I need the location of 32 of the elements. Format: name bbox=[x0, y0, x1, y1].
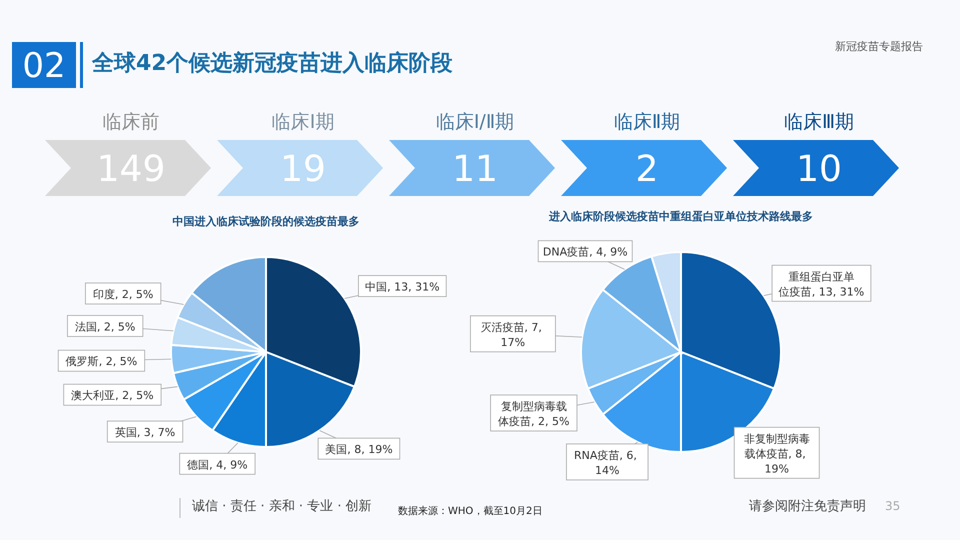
slice-label: 俄罗斯, 2, 5% bbox=[66, 355, 138, 368]
text: 请参阅附注免责声明 bbox=[749, 499, 866, 514]
chart-title: 中国进入临床试验阶段的候选疫苗最多 bbox=[172, 215, 360, 228]
slice-label: 重组蛋白亚单位疫苗, 13, 31% bbox=[778, 270, 864, 298]
text: 诚信 · 责任 · 亲和 · 专业 · 创新 bbox=[192, 499, 372, 514]
slice-label: 英国, 3, 7% bbox=[114, 426, 176, 440]
data-label: 19 bbox=[280, 149, 326, 190]
data-label: 2 bbox=[636, 149, 658, 190]
slice-label: DNA疫苗, 4, 9% bbox=[542, 246, 628, 259]
category-label: 临床Ⅰ/Ⅱ期 bbox=[436, 111, 514, 133]
slice-label: 美国, 8, 19% bbox=[325, 443, 393, 456]
slice-label: 复制型病毒载体疫苗, 2, 5% bbox=[498, 400, 570, 428]
category-label: 临床Ⅱ期 bbox=[614, 111, 680, 133]
slice-label: 非复制型病毒载体疫苗, 8, 19% bbox=[744, 432, 810, 476]
slice-label: RNA疫苗, 6, 14% bbox=[574, 448, 640, 477]
slice-label: 澳大利亚, 2, 5% bbox=[71, 389, 154, 402]
text: 新冠疫苗专题报告 bbox=[835, 40, 923, 53]
slice-label: 印度, 2, 5% bbox=[92, 288, 154, 301]
chart-title: 进入临床阶段候选疫苗中重组蛋白亚单位技术路线最多 bbox=[548, 210, 813, 223]
category-label: 临床前 bbox=[102, 111, 160, 133]
category-label: 临床Ⅲ期 bbox=[784, 111, 854, 133]
text: 02 bbox=[22, 46, 66, 86]
source-note: 数据来源：WHO，截至10月2日 bbox=[398, 505, 542, 517]
text: 全球42个候选新冠疫苗进入临床阶段 bbox=[91, 50, 454, 76]
data-label: 11 bbox=[452, 149, 498, 190]
slice-label: 灭活疫苗, 7, 17% bbox=[480, 320, 546, 349]
text: 35 bbox=[885, 499, 900, 513]
slice-label: 中国, 13, 31% bbox=[365, 280, 440, 294]
slice-label: 法国, 2, 5% bbox=[74, 320, 136, 334]
slice-label: 德国, 4, 9% bbox=[187, 458, 248, 472]
category-label: 临床Ⅰ期 bbox=[272, 111, 334, 133]
data-label: 10 bbox=[796, 149, 842, 190]
